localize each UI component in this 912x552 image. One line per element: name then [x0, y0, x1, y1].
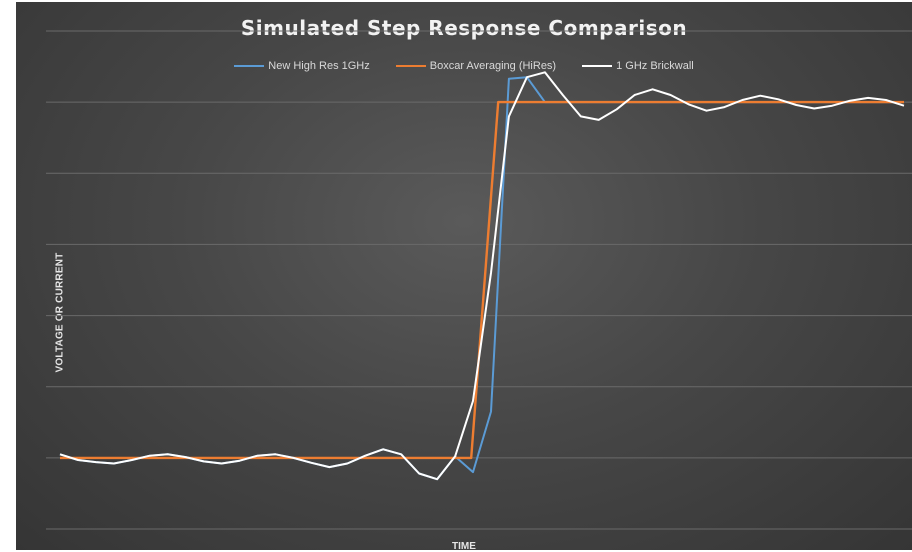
legend-label-2: 1 GHz Brickwall [616, 60, 694, 72]
legend-swatch-1 [395, 65, 426, 67]
legend: New High Res 1GHz Boxcar Averaging (HiRe… [16, 60, 912, 72]
legend-label-1: Boxcar Averaging (HiRes) [429, 60, 557, 72]
series-line-2 [59, 71, 905, 481]
plot-area [46, 30, 912, 530]
legend-item-2: 1 GHz Brickwall [582, 60, 694, 72]
legend-item-0: New High Res 1GHz [234, 60, 370, 72]
x-axis-label: TIME [452, 541, 476, 552]
legend-swatch-0 [234, 65, 265, 67]
chart-panel: Simulated Step Response Comparison New H… [16, 2, 912, 552]
legend-item-1: Boxcar Averaging (HiRes) [395, 60, 557, 72]
legend-swatch-2 [582, 65, 613, 67]
chart-title: Simulated Step Response Comparison [240, 16, 688, 40]
series-line-1 [60, 100, 904, 460]
legend-label-0: New High Res 1GHz [268, 60, 370, 72]
series-line-0 [59, 76, 904, 481]
